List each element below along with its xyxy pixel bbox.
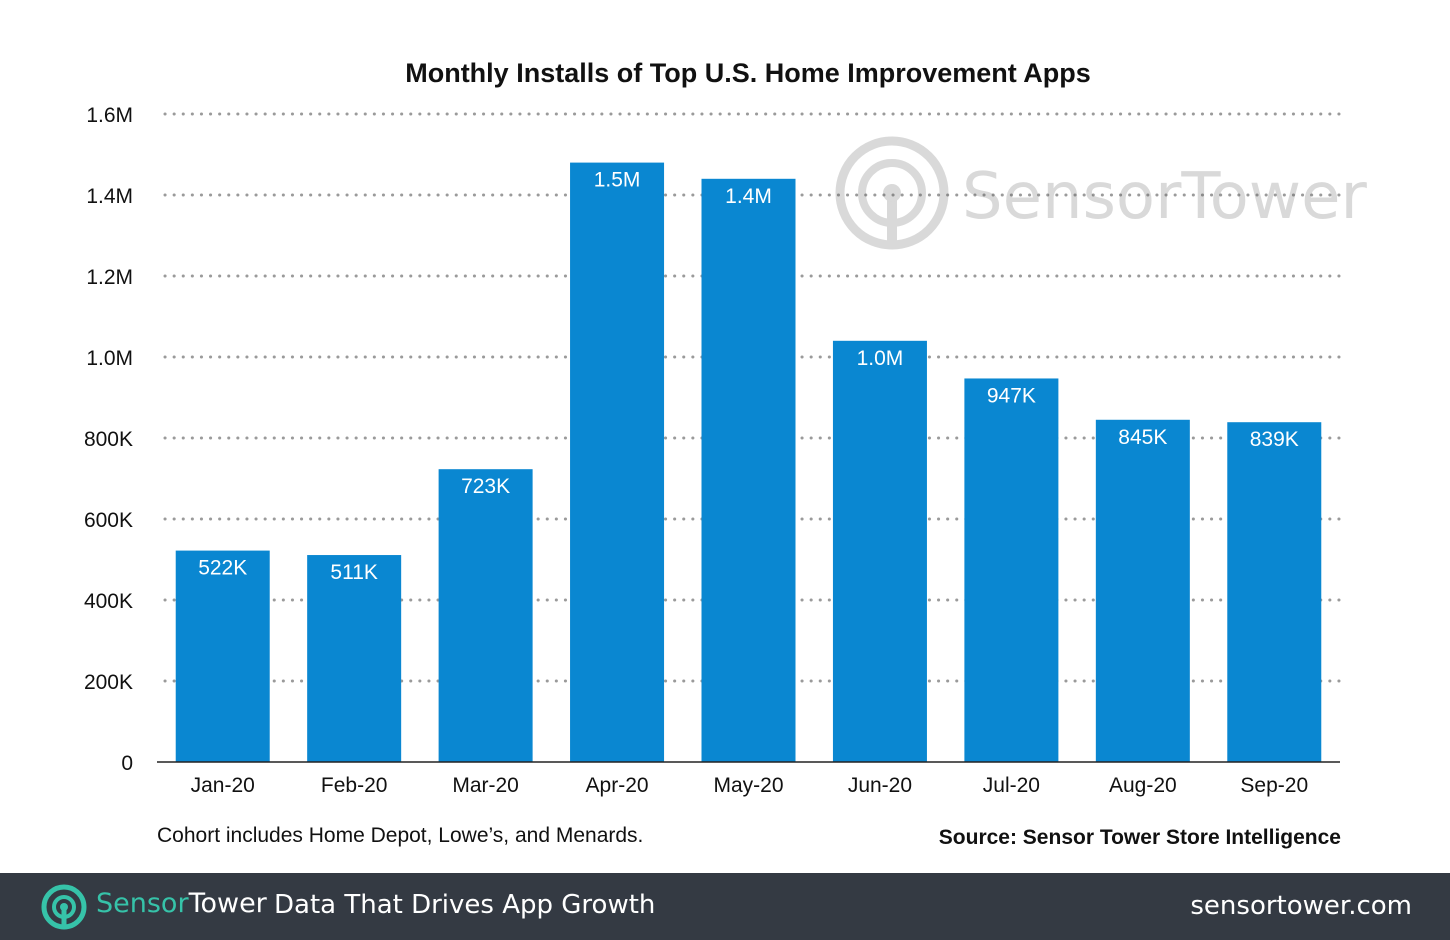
bar-data-label: 839K [1250, 428, 1299, 451]
cohort-note: Cohort includes Home Depot, Lowe’s, and … [157, 824, 643, 847]
footer-tagline: Data That Drives App Growth [274, 890, 656, 920]
bar-data-label: 511K [330, 561, 378, 584]
source-note: Source: Sensor Tower Store Intelligence [939, 826, 1341, 849]
y-tick-label: 1.2M [86, 266, 133, 289]
bar-data-label: 522K [198, 557, 247, 580]
bar-data-label: 723K [461, 475, 510, 498]
logo-part-tower: Tower [188, 888, 267, 919]
y-tick-label: 1.0M [86, 347, 133, 370]
footer-bar: SensorTower Data That Drives App Growth … [0, 873, 1450, 940]
bars: 522K 511K 723K 1.5M 1.4M 1.0M 947K 845K 839K [175, 162, 1322, 763]
x-tick-label: Apr-20 [586, 774, 649, 797]
bar-data-label: 845K [1118, 426, 1167, 449]
bar-data-label: 1.5M [594, 169, 641, 192]
y-tick-label: 1.6M [86, 104, 133, 127]
bar [307, 555, 402, 762]
y-tick-label: 800K [84, 428, 133, 451]
sensortower-logo-icon [41, 884, 87, 930]
bar [1095, 419, 1190, 762]
bar [1227, 422, 1322, 762]
y-tick-label: 1.4M [86, 185, 133, 208]
bar [701, 178, 796, 763]
y-tick-label: 600K [84, 509, 133, 532]
y-axis-ticks: 0 200K 400K 600K 800K 1.0M 1.2M 1.4M 1.6M [84, 104, 133, 775]
x-tick-label: Mar-20 [452, 774, 519, 797]
footer-logo-text[interactable]: SensorTower [96, 888, 267, 919]
bar [964, 378, 1059, 762]
y-tick-label: 200K [84, 671, 133, 694]
x-tick-label: Jun-20 [848, 774, 912, 797]
logo-part-sensor: Sensor [96, 888, 189, 919]
y-tick-label: 0 [121, 752, 133, 775]
x-tick-label: Feb-20 [321, 774, 388, 797]
watermark: SensorTower [835, 136, 1367, 250]
bar-data-label: 947K [987, 384, 1036, 407]
x-tick-label: Sep-20 [1240, 774, 1308, 797]
x-tick-label: Jul-20 [983, 774, 1040, 797]
chart-title: Monthly Installs of Top U.S. Home Improv… [405, 58, 1091, 88]
x-axis-ticks: Jan-20 Feb-20 Mar-20 Apr-20 May-20 Jun-20 Jul-… [191, 774, 1309, 797]
x-tick-label: Jan-20 [191, 774, 255, 797]
sensortower-logo-icon [835, 136, 949, 250]
bar [438, 469, 533, 762]
bar-data-label: 1.0M [857, 347, 904, 370]
bar-data-label: 1.4M [725, 185, 772, 208]
watermark-text: SensorTower [962, 160, 1367, 234]
bar [175, 550, 270, 762]
bar [570, 162, 665, 763]
bar [832, 340, 927, 762]
x-tick-label: May-20 [713, 774, 783, 797]
y-tick-label: 400K [84, 590, 133, 613]
chart: Monthly Installs of Top U.S. Home Improv… [84, 58, 1368, 849]
footer-site-link[interactable]: sensortower.com [1190, 891, 1412, 921]
x-tick-label: Aug-20 [1109, 774, 1177, 797]
